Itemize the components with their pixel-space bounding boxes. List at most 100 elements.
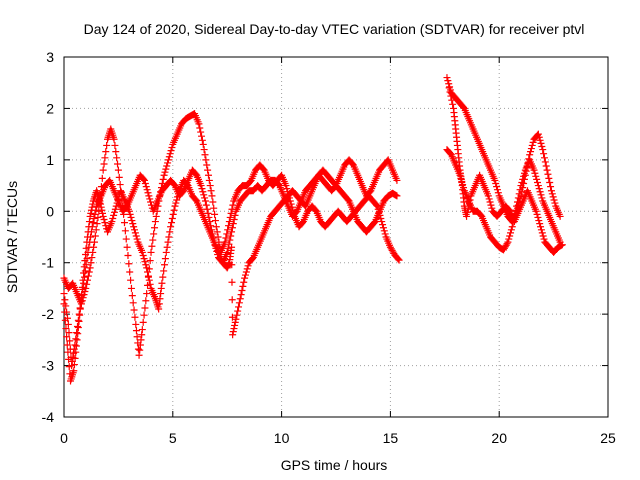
data-point [162, 248, 170, 256]
data-point [160, 267, 168, 275]
data-point [520, 172, 528, 180]
data-point [540, 235, 548, 243]
data-point [83, 238, 91, 246]
data-point [169, 210, 177, 218]
data-point [139, 252, 147, 260]
data-point [132, 232, 140, 240]
data-point [72, 348, 80, 356]
data-point [78, 291, 86, 299]
data-point [223, 230, 231, 238]
data-point [88, 254, 96, 262]
data-point [135, 351, 143, 359]
data-point [533, 175, 541, 183]
data-point [141, 180, 149, 188]
data-point [155, 197, 163, 205]
data-point [519, 175, 527, 183]
data-point [168, 214, 176, 222]
data-point [89, 248, 97, 256]
data-point [100, 216, 108, 224]
data-point [167, 147, 175, 155]
chart-title: Day 124 of 2020, Sidereal Day-to-day VTE… [84, 21, 585, 37]
data-point [142, 297, 150, 305]
data-point [242, 268, 250, 276]
data-point [142, 183, 150, 191]
data-point [289, 206, 297, 214]
series-trace-c [60, 166, 401, 385]
data-point [112, 148, 120, 156]
data-point [444, 77, 452, 85]
data-point [202, 156, 210, 164]
data-point [170, 206, 178, 214]
data-point [228, 261, 236, 269]
data-point [91, 232, 99, 240]
data-point [224, 226, 232, 234]
data-point [197, 128, 205, 136]
data-point [243, 265, 251, 273]
data-point [229, 328, 237, 336]
data-point [536, 188, 544, 196]
data-point [147, 248, 155, 256]
data-point [87, 209, 95, 217]
data-point [379, 221, 387, 229]
data-point [70, 367, 78, 375]
data-point [204, 209, 212, 217]
data-point [127, 276, 135, 284]
data-point [550, 196, 558, 204]
data-point [61, 316, 69, 324]
data-point [518, 178, 526, 186]
data-point [157, 284, 165, 292]
data-point [60, 290, 68, 298]
data-point [167, 219, 175, 227]
data-point [108, 218, 116, 226]
data-point [529, 138, 537, 146]
data-point [157, 184, 165, 192]
data-point [517, 182, 525, 190]
data-point [227, 209, 235, 217]
data-point [486, 198, 494, 206]
data-point [290, 209, 298, 217]
data-point [110, 208, 118, 216]
data-point [123, 243, 131, 251]
data-point [155, 300, 163, 308]
data-point [222, 234, 230, 242]
data-point [152, 212, 160, 220]
data-point [153, 207, 161, 215]
data-point [484, 192, 492, 200]
data-point [195, 120, 203, 128]
data-point [82, 250, 90, 258]
data-point [228, 243, 236, 251]
data-point [130, 306, 138, 314]
data-point [111, 141, 119, 149]
data-point [143, 186, 151, 194]
data-point [137, 336, 145, 344]
x-tick-label: 20 [491, 430, 507, 446]
data-point [138, 326, 146, 334]
data-point [124, 252, 132, 260]
data-point [527, 148, 535, 156]
data-point [74, 330, 82, 338]
data-point [142, 261, 150, 269]
data-point [528, 141, 536, 149]
data-point [132, 320, 140, 328]
data-point [132, 327, 140, 335]
data-point [99, 209, 107, 217]
data-point [197, 182, 205, 190]
data-point [378, 218, 386, 226]
data-point [81, 288, 89, 296]
data-point [91, 210, 99, 218]
data-point [148, 242, 156, 250]
data-point [165, 233, 173, 241]
data-point [534, 130, 542, 138]
data-point [82, 284, 90, 292]
data-point [97, 200, 105, 208]
data-point [542, 162, 550, 170]
data-point [111, 205, 119, 213]
data-point [61, 308, 69, 316]
data-point [162, 165, 170, 173]
data-point [537, 191, 545, 199]
data-point [161, 261, 169, 269]
data-point [485, 195, 493, 203]
data-point [225, 218, 233, 226]
data-point [228, 205, 236, 213]
data-point [540, 150, 548, 158]
